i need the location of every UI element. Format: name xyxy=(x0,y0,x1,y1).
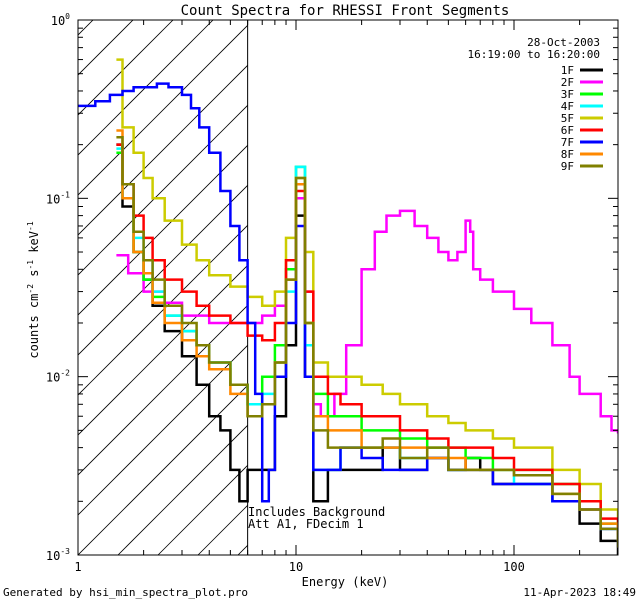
series-group xyxy=(78,58,618,555)
legend-label-6f: 6F xyxy=(561,124,574,137)
plot-frame xyxy=(77,19,619,556)
legend-label-8f: 8F xyxy=(561,148,574,161)
hatch-line xyxy=(78,104,248,276)
x-tick-label: 10 xyxy=(289,560,303,574)
y-tick-label: 10-1 xyxy=(46,190,70,206)
axes: 1 10 100 10-3 10-2 10-1 100 xyxy=(46,12,619,574)
hatch-line xyxy=(117,424,248,555)
hatch-line xyxy=(78,304,248,476)
legend-label-7f: 7F xyxy=(561,136,574,149)
legend-label-5f: 5F xyxy=(561,112,574,125)
legend-label-4f: 4F xyxy=(561,100,574,113)
chart-title: Count Spectra for RHESSI Front Segments xyxy=(181,3,510,19)
legend-label-3f: 3F xyxy=(561,88,574,101)
footer-timestamp: 11-Apr-2023 18:49 xyxy=(523,586,636,599)
y-tick-label: 10-2 xyxy=(46,369,70,385)
annotation-background: Includes Background xyxy=(248,505,385,519)
hatch-line xyxy=(78,144,248,316)
hatch-line xyxy=(78,64,248,236)
legend-label-9f: 9F xyxy=(561,160,574,173)
legend-time-range: 16:19:00 to 16:20:00 xyxy=(468,48,600,61)
hatched-region xyxy=(78,20,248,555)
svg-text:counts cm-2 s-1 keV-1: counts cm-2 s-1 keV-1 xyxy=(26,221,41,358)
y-tick-label: 100 xyxy=(51,12,70,28)
legend-label-2f: 2F xyxy=(561,76,574,89)
x-tick-label: 100 xyxy=(503,560,525,574)
x-tick-label: 1 xyxy=(74,560,81,574)
footer-generated-by: Generated by hsi_min_spectra_plot.pro xyxy=(3,586,248,599)
y-tick-label: 10-3 xyxy=(46,547,70,563)
hatch-line xyxy=(78,344,248,516)
annotation-attenuator: Att A1, FDecim 1 xyxy=(248,517,364,531)
x-axis-label: Energy (keV) xyxy=(302,575,389,589)
y-axis-label: counts cm-2 s-1 keV-1 xyxy=(26,221,41,358)
series-line-9f xyxy=(116,136,618,548)
hatch-line xyxy=(78,384,248,555)
hatch-line xyxy=(78,184,248,356)
legend-label-1f: 1F xyxy=(561,64,574,77)
legend-date: 28-Oct-2003 xyxy=(527,36,600,49)
